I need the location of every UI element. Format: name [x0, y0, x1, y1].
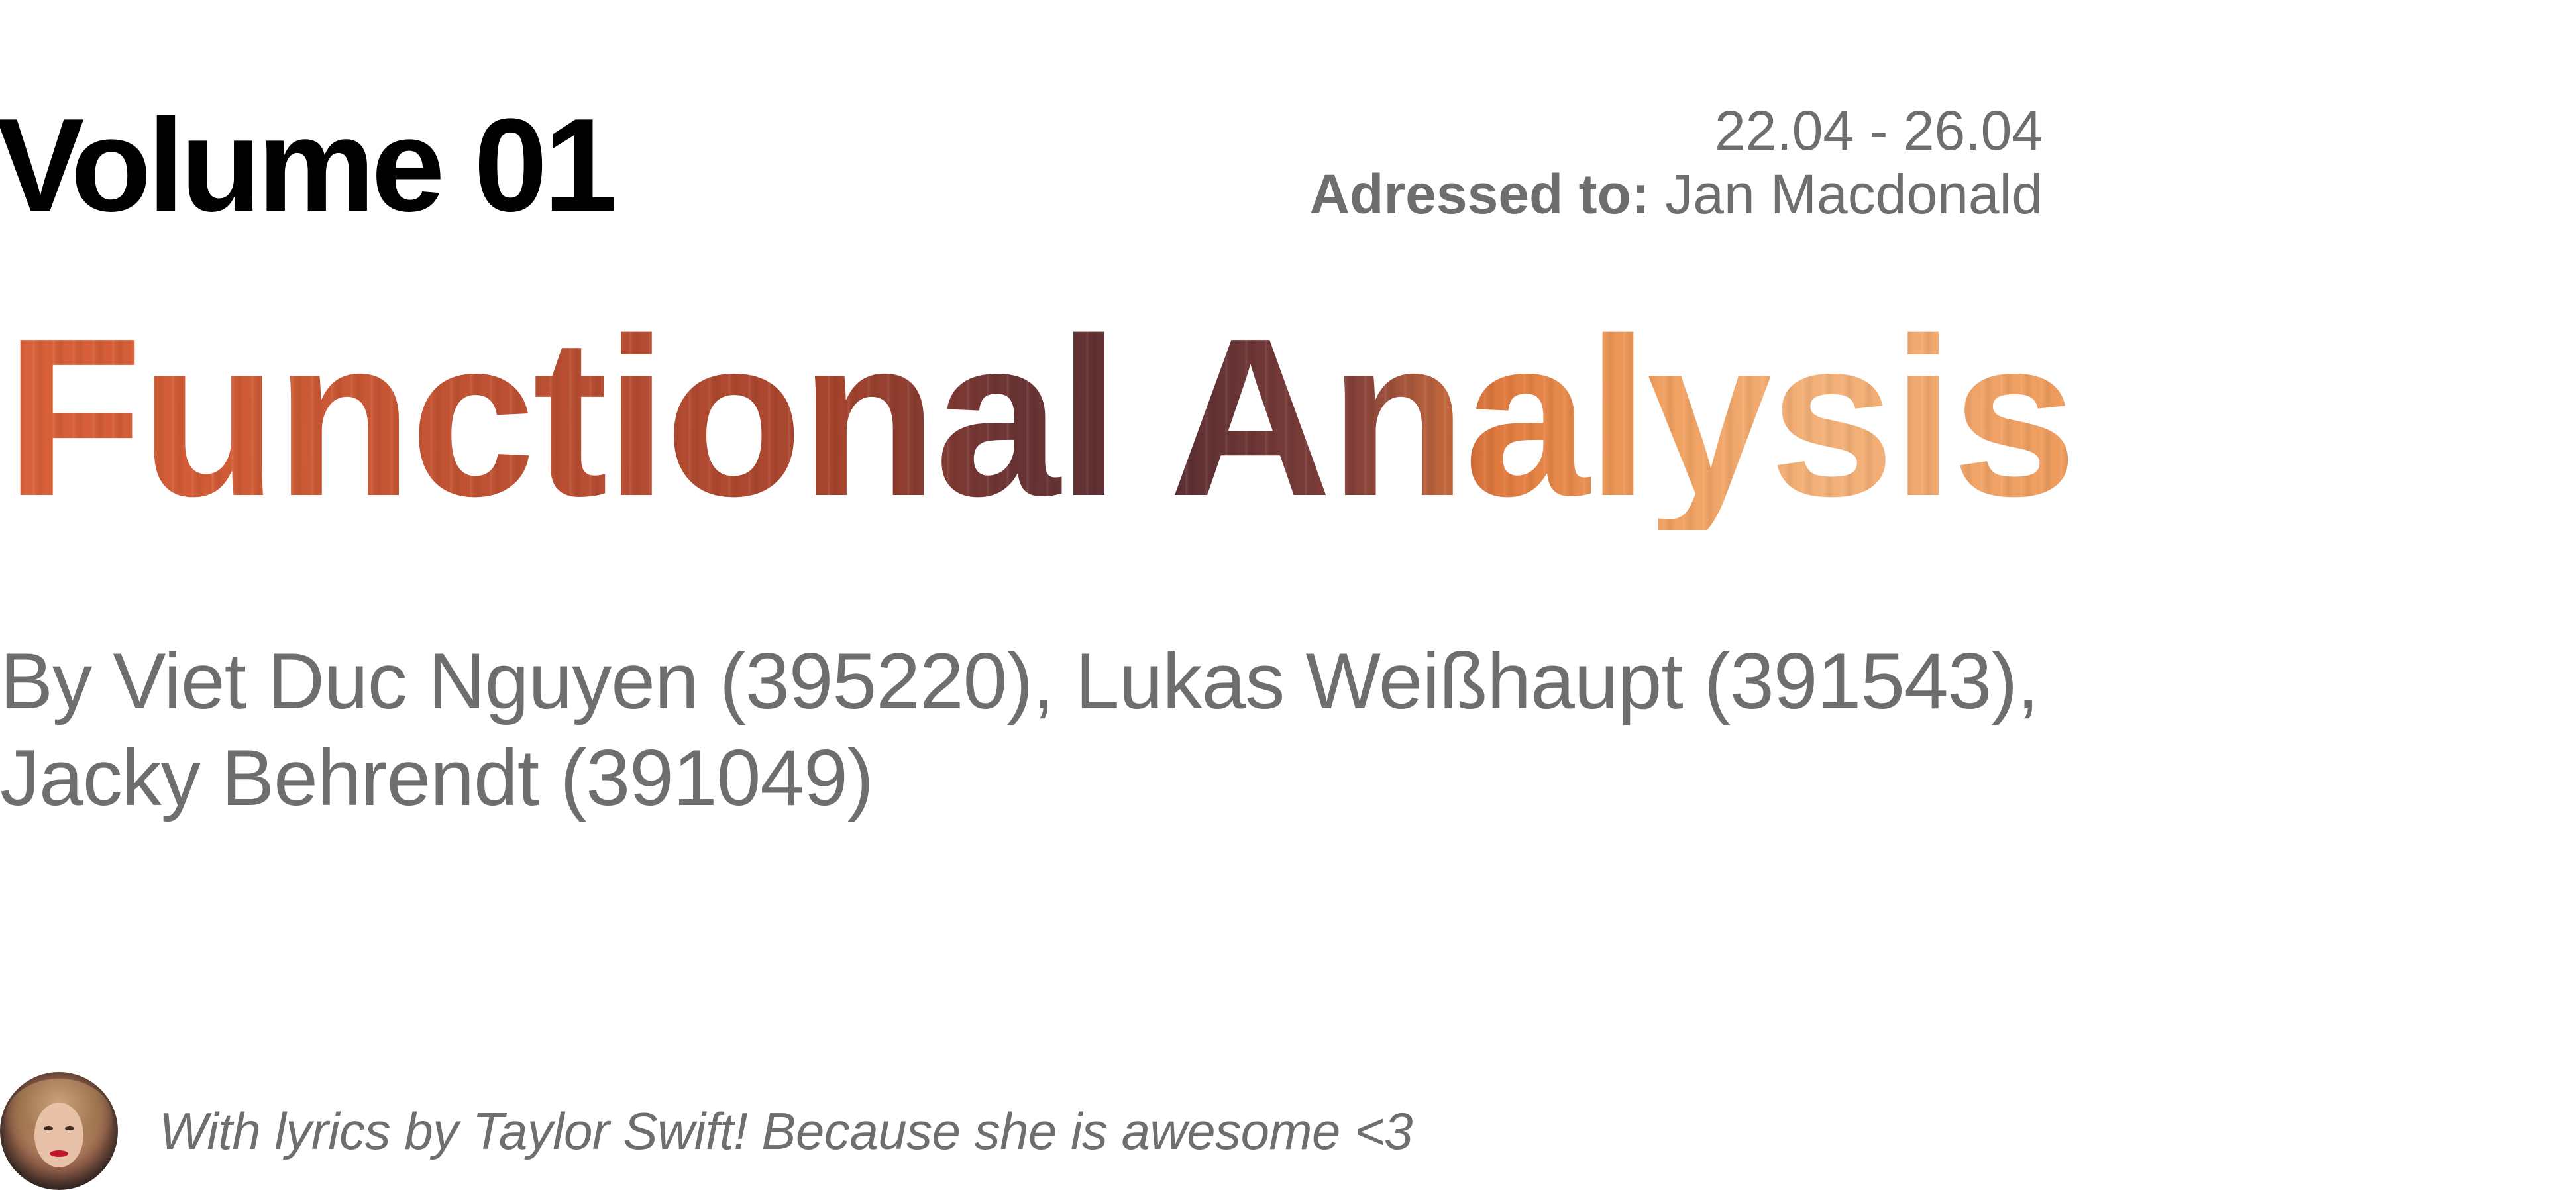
date-range: 22.04 - 26.04: [1714, 99, 2043, 162]
addressed-name: Jan Macdonald: [1665, 162, 2043, 225]
avatar: [0, 1072, 118, 1190]
addressed-line: Adressed to: Jan Macdonald: [1310, 163, 2043, 227]
volume-heading: Volume 01: [0, 91, 617, 239]
document-title: Functional Analysis: [5, 292, 2075, 543]
meta-block: 22.04 - 26.04 Adressed to: Jan Macdonald: [1310, 99, 2043, 227]
addressed-label: Adressed to:: [1309, 162, 1650, 225]
footer: With lyrics by Taylor Swift! Because she…: [0, 1072, 1413, 1190]
authors-line: By Viet Duc Nguyen (395220), Lukas Weißh…: [0, 637, 2039, 823]
footer-note: With lyrics by Taylor Swift! Because she…: [159, 1101, 1413, 1160]
